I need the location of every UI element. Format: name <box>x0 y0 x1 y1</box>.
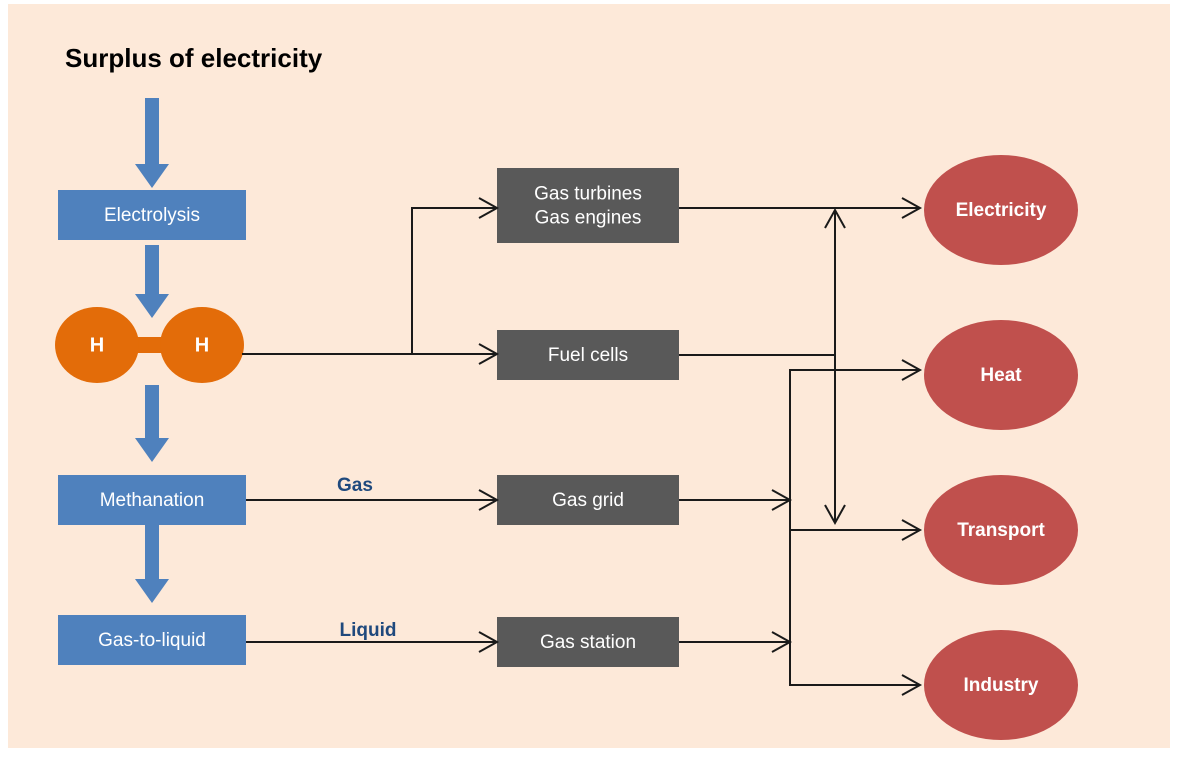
label: Gas engines <box>535 208 642 229</box>
label: Methanation <box>100 490 205 511</box>
title: Surplus of electricity <box>65 43 323 73</box>
down-arrow <box>145 385 159 440</box>
label: Electricity <box>956 200 1047 221</box>
flow-line <box>824 504 846 526</box>
down-arrow <box>145 525 159 581</box>
use <box>924 475 1078 585</box>
atom <box>55 307 139 383</box>
conversion-box <box>497 330 679 380</box>
use <box>924 155 1078 265</box>
down-arrow <box>145 98 159 166</box>
flow-line <box>824 207 846 229</box>
label: Transport <box>957 520 1045 541</box>
flow-line <box>901 359 923 381</box>
label: Industry <box>964 675 1039 696</box>
flow-line <box>901 519 923 541</box>
conversion-box <box>497 168 679 243</box>
down-arrow-head <box>135 438 169 462</box>
label: Electrolysis <box>104 205 200 226</box>
label: Fuel cells <box>548 345 628 366</box>
process-box <box>58 615 246 665</box>
label: H <box>90 334 104 356</box>
flow-line <box>901 674 923 696</box>
flow-line <box>789 369 920 686</box>
down-arrow <box>145 245 159 296</box>
process-box <box>58 475 246 525</box>
label: Heat <box>980 365 1022 386</box>
label: Gas <box>337 475 373 496</box>
flow-line <box>478 197 500 219</box>
label: Gas turbines <box>534 184 642 205</box>
flow-line <box>901 197 923 219</box>
use <box>924 320 1078 430</box>
label: H <box>195 334 209 356</box>
down-arrow-head <box>135 294 169 318</box>
label: Gas station <box>540 632 636 653</box>
process-box <box>58 190 246 240</box>
label: Gas grid <box>552 490 624 511</box>
conversion-box <box>497 475 679 525</box>
flow-line <box>411 207 497 354</box>
conversion-box <box>497 617 679 667</box>
down-arrow-head <box>135 579 169 603</box>
atom <box>160 307 244 383</box>
flow-line <box>478 343 500 365</box>
label: Liquid <box>340 620 397 641</box>
use <box>924 630 1078 740</box>
down-arrow-head <box>135 164 169 188</box>
flow-line <box>478 631 500 653</box>
flow-line <box>478 489 500 511</box>
label: Gas-to-liquid <box>98 630 206 651</box>
